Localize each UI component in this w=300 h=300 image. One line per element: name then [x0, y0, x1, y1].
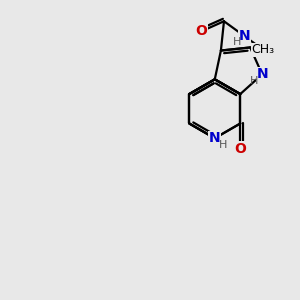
Text: CH₃: CH₃	[252, 43, 275, 56]
Text: O: O	[195, 24, 207, 38]
Text: H: H	[219, 140, 227, 150]
Text: N: N	[238, 29, 250, 43]
Text: N: N	[209, 131, 220, 145]
Text: H: H	[233, 38, 241, 47]
Text: H: H	[250, 76, 258, 86]
Text: O: O	[234, 142, 246, 155]
Text: N: N	[256, 68, 268, 81]
